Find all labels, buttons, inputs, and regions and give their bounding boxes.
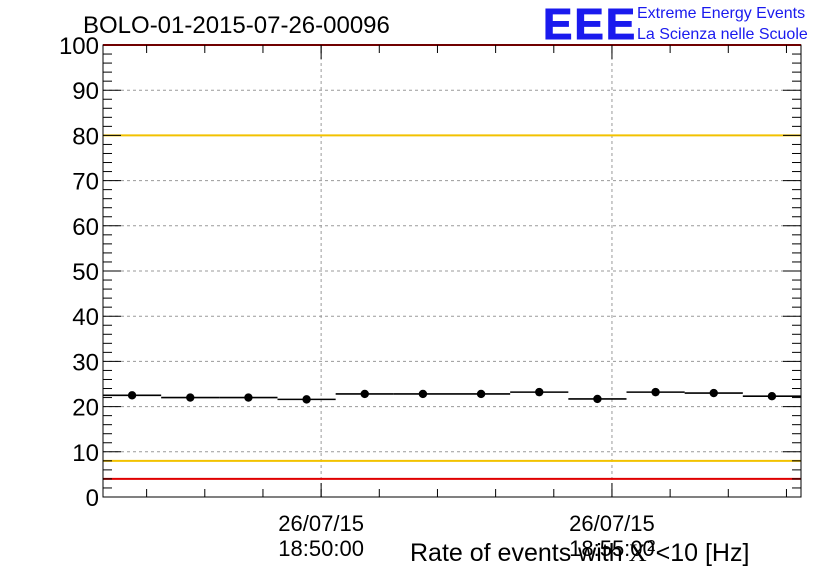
reference-lines [103, 44, 801, 480]
data-point [767, 392, 777, 401]
x-tick-time-label: 18:50:00 [278, 536, 364, 561]
y-tick-label: 70 [72, 169, 99, 196]
y-tick-label: 0 [86, 485, 99, 512]
y-tick-label: 10 [72, 440, 99, 467]
y-tick-label: 20 [72, 395, 99, 422]
data-point [186, 393, 195, 402]
data-point [418, 389, 428, 399]
y-tick-label: 90 [72, 78, 99, 105]
y-tick-label: 40 [72, 304, 99, 331]
eee-logo: EEE Extreme Energy Events La Scienza nel… [543, 0, 808, 50]
chart-title: BOLO-01-2015-07-26-00096 [83, 12, 390, 39]
eee-logo-line1: Extreme Energy Events [637, 5, 805, 22]
data-point [244, 393, 253, 402]
x-axis-label: Rate of events with X2<10 [Hz] [410, 538, 749, 567]
x-axis-label-chi: X [629, 540, 647, 567]
y-tick-label: 100 [59, 33, 99, 60]
x-tick-date-label: 26/07/15 [278, 511, 364, 536]
axes: 010203040506070809010026/07/1518:50:0026… [59, 33, 802, 561]
plot-frame [102, 44, 802, 498]
x-tick-date-label: 26/07/15 [569, 511, 655, 536]
data-point [476, 389, 486, 399]
data-point [709, 388, 718, 398]
data-point [302, 395, 311, 404]
data-point [535, 387, 544, 397]
x-axis-label-prefix: Rate of events with [410, 539, 623, 567]
data-point [651, 387, 660, 397]
data-point [127, 391, 137, 400]
y-tick-label: 50 [72, 259, 99, 286]
x-axis-label-sup: 2 [647, 538, 656, 555]
y-tick-label: 30 [72, 349, 99, 376]
grid-lines [103, 45, 801, 497]
eee-logo-mark: EEE [543, 0, 637, 49]
data-points [103, 387, 801, 404]
eee-logo-line2: La Scienza nelle Scuole [637, 26, 808, 43]
data-point [593, 394, 602, 404]
y-tick-label: 60 [72, 214, 99, 241]
x-tick-time-label: 18:55:00 [569, 536, 655, 561]
data-point [360, 389, 369, 399]
x-axis-label-suffix: <10 [Hz] [656, 539, 750, 567]
y-tick-label: 80 [72, 123, 99, 150]
